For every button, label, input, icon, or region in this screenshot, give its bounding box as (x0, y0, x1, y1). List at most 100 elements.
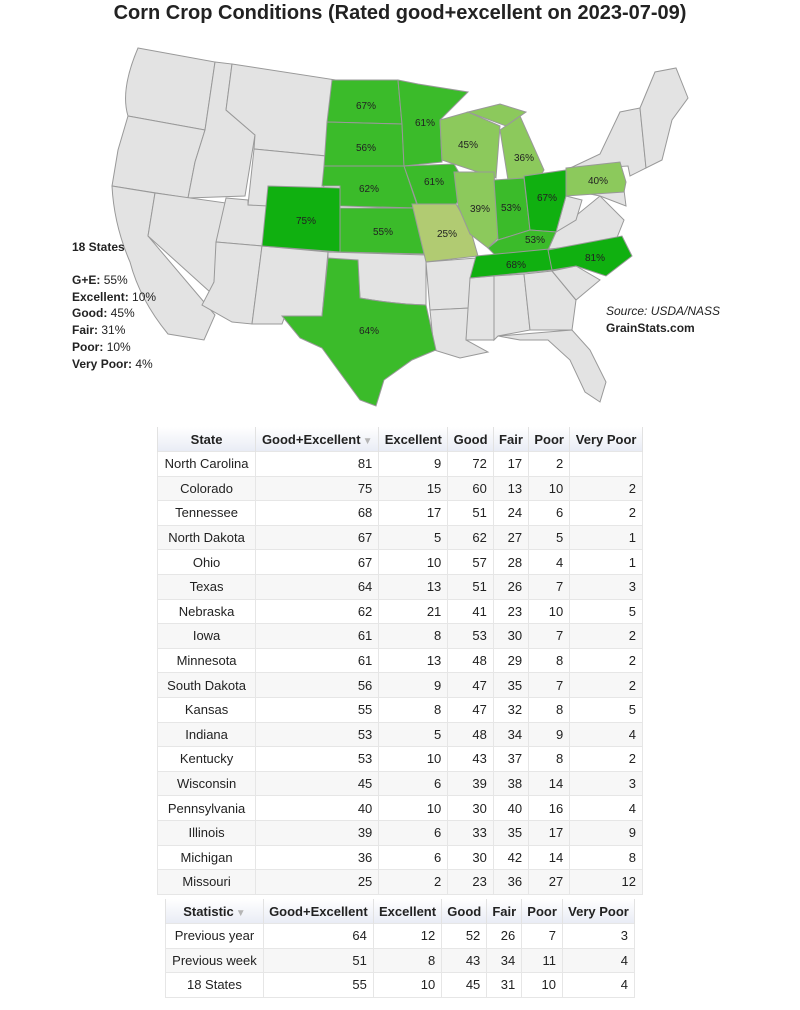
table-cell: 53 (447, 623, 494, 649)
table-cell: 14 (528, 770, 571, 797)
states-table-row-label: Michigan (156, 844, 257, 871)
state-ca[interactable] (111, 185, 216, 341)
table-cell: 6 (378, 770, 449, 797)
summary-row-very-poor: Very Poor: 4% (72, 356, 153, 371)
table-cell: 6 (378, 844, 449, 871)
statistics-table-header-good[interactable]: Good (441, 899, 488, 924)
table-row: Minnesota 61 13 48 29 8 2 (156, 647, 643, 674)
state-al[interactable] (493, 273, 531, 342)
table-cell: 64 (255, 573, 380, 600)
table-cell: 43 (447, 746, 494, 772)
statistics-table-header-label: Poor (527, 903, 557, 919)
states-table-row-label: Texas (156, 573, 257, 600)
map-label-in: 53% (501, 203, 521, 214)
table-cell: 45 (441, 972, 488, 998)
table-cell: 8 (528, 746, 571, 772)
table-cell: 72 (447, 451, 494, 477)
table-cell: 45 (255, 770, 380, 797)
table-cell: 28 (492, 549, 530, 575)
table-cell: 2 (569, 500, 643, 526)
summary-row-fair: Fair: 31% (72, 323, 126, 338)
table-cell: 62 (255, 598, 380, 625)
table-cell: 35 (492, 819, 530, 846)
states-table-header-fair[interactable]: Fair (492, 427, 530, 452)
table-cell: 40 (492, 795, 530, 821)
table-cell: 26 (486, 923, 523, 949)
state-pa[interactable] (565, 161, 627, 197)
states-table-row-label: North Carolina (156, 451, 257, 477)
state-tx[interactable] (280, 257, 437, 407)
table-row: Pennsylvania 40 10 30 40 16 4 (156, 795, 643, 821)
table-cell: 3 (569, 573, 643, 600)
table-cell: 9 (528, 721, 571, 748)
states-table-header-label: Fair (499, 431, 523, 447)
map-label-wi: 45% (458, 140, 478, 151)
table-row: North Dakota 67 5 62 27 5 1 (156, 524, 643, 551)
table-cell: 6 (528, 500, 571, 526)
table-cell: 2 (569, 623, 643, 649)
table-cell: 3 (569, 770, 643, 797)
table-cell: 4 (569, 721, 643, 748)
table-cell: 5 (378, 721, 449, 748)
states-table-row-label: Indiana (156, 721, 257, 748)
statistics-table-header-label: Fair (492, 903, 517, 919)
states-table-row-label: Colorado (156, 475, 257, 502)
table-cell: 8 (378, 696, 449, 723)
statistics-table-header-fair[interactable]: Fair (486, 899, 523, 924)
state-mo[interactable] (411, 203, 479, 263)
table-cell (569, 451, 643, 477)
statistics-table-header-statistic[interactable]: Statistic ▼ (165, 899, 264, 924)
table-cell: 26 (492, 573, 530, 600)
states-table-row-label: Ohio (156, 549, 257, 575)
states-table-header-label: Very Poor (575, 431, 637, 447)
states-table-header-excellent[interactable]: Excellent (378, 427, 449, 452)
table-cell: 17 (492, 451, 530, 477)
states-table-header-good[interactable]: Good (447, 427, 494, 452)
table-cell: 2 (528, 451, 571, 477)
table-cell: 68 (255, 500, 380, 526)
state-nc[interactable] (547, 235, 633, 277)
sort-desc-icon[interactable]: ▼ (362, 435, 373, 447)
table-cell: 51 (262, 947, 374, 974)
state-ga[interactable] (523, 270, 577, 331)
states-table-header-good-excellent[interactable]: Good+Excellent ▼ (255, 427, 380, 452)
summary-row-poor: Poor: 10% (72, 339, 131, 354)
map-label-tn: 68% (506, 260, 526, 271)
table-cell: 32 (492, 696, 530, 723)
table-cell: 10 (378, 549, 449, 575)
statistics-table-header-very-poor[interactable]: Very Poor (562, 899, 635, 924)
statistics-table-header-excellent[interactable]: Excellent (372, 899, 443, 924)
table-cell: 10 (528, 475, 571, 502)
table-cell: 6 (378, 819, 449, 846)
table-cell: 9 (378, 451, 449, 477)
table-cell: 34 (492, 721, 530, 748)
table-cell: 42 (492, 844, 530, 871)
map-label-nd: 67% (356, 101, 376, 112)
table-cell: 5 (569, 696, 643, 723)
table-cell: 61 (255, 647, 380, 674)
statistics-table-header-poor[interactable]: Poor (521, 899, 563, 924)
states-table-header-poor[interactable]: Poor (528, 427, 571, 452)
state-fl[interactable] (497, 329, 607, 403)
state-ms[interactable] (465, 275, 495, 341)
states-table-header-state[interactable]: State (156, 427, 257, 452)
table-cell: 47 (447, 696, 494, 723)
table-cell: 4 (562, 947, 635, 974)
summary-row-good: Good: 45% (72, 306, 135, 321)
statistics-table-header: Statistic ▼ Good+Excellent Excellent Good Fai… (165, 899, 635, 924)
table-cell: 10 (378, 746, 449, 772)
table-cell: 53 (255, 721, 380, 748)
table-cell: 10 (528, 598, 571, 625)
states-table-header-very-poor[interactable]: Very Poor (569, 427, 643, 452)
table-cell: 36 (255, 844, 380, 871)
states-table-row-label: Iowa (156, 623, 257, 649)
table-cell: 5 (569, 598, 643, 625)
state-new-england[interactable] (639, 67, 689, 169)
sort-desc-icon[interactable]: ▼ (235, 907, 246, 919)
table-cell: 48 (447, 721, 494, 748)
statistics-table-header-good-excellent[interactable]: Good+Excellent (262, 899, 374, 924)
state-nm[interactable] (251, 245, 329, 325)
table-cell: 7 (528, 672, 571, 698)
table-cell: 52 (441, 923, 488, 949)
map-label-mn: 61% (415, 118, 435, 129)
